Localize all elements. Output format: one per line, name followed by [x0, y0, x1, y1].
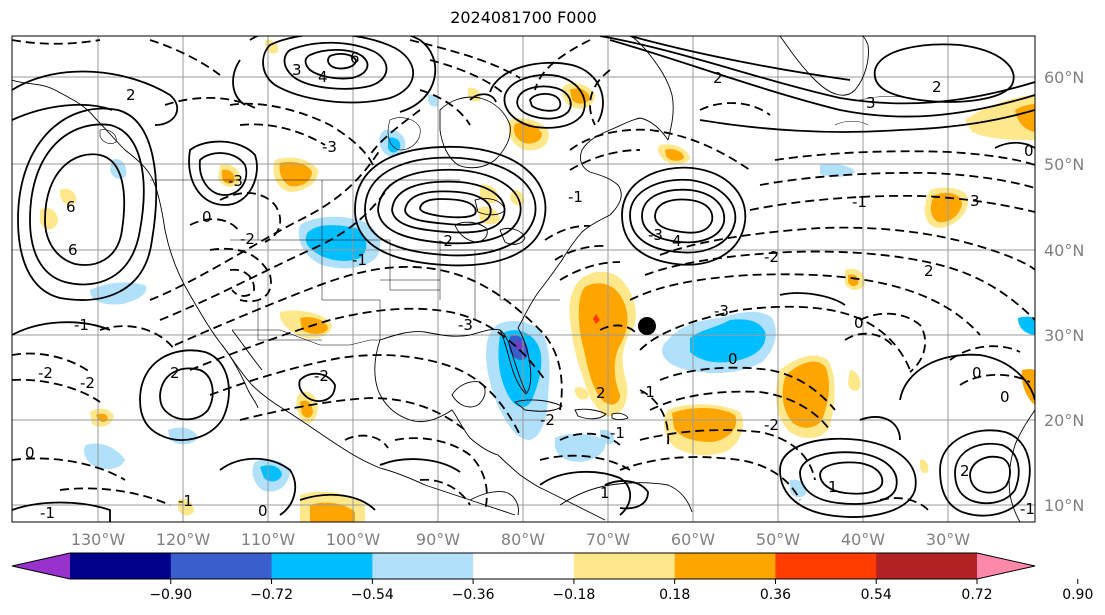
colorbar: −0.90 −0.72 −0.54 −0.36 −0.18 0.18 0.36 0.54 0.7… [11, 552, 1093, 603]
lat-label: 50°N [1044, 155, 1084, 174]
contour-label: -2 [38, 364, 53, 382]
contour-label: 0 [972, 364, 982, 382]
lat-label: 30°N [1044, 326, 1084, 345]
contour-label: -3 [714, 302, 729, 320]
contour-label: 4 [672, 232, 682, 250]
colorbar-tick-label: 0.18 [659, 587, 690, 603]
map-title: 2024081700 F000 [450, 8, 597, 27]
contour-label: -1 [568, 188, 583, 206]
lat-label: 60°N [1044, 68, 1084, 87]
colorbar-segment [70, 553, 172, 579]
contour-label: -1 [852, 193, 867, 211]
contour-label: -1 [178, 492, 193, 510]
contour-label: -2 [314, 367, 329, 385]
contour-label: 0 [202, 208, 212, 226]
colorbar-segment [473, 553, 575, 579]
colorbar-tick-label: −0.54 [351, 587, 394, 603]
colorbar-extension-high [977, 553, 1035, 579]
contours [12, 36, 1035, 522]
contour-label: 3 [970, 192, 980, 210]
lon-label: 40°W [841, 530, 885, 549]
contour-label: 0 [258, 502, 268, 520]
contour-label: -3 [648, 226, 663, 244]
colorbar-tick-label: 0.36 [760, 587, 791, 603]
contour-label: 1 [600, 484, 610, 502]
colorbar-segment [372, 553, 474, 579]
contour-label: 0 [1000, 388, 1010, 406]
contour-label: -1 [40, 504, 55, 522]
coastlines [12, 36, 1035, 522]
contour-label: 2 [126, 86, 136, 104]
contour-label: -1 [640, 383, 655, 401]
colorbar-outline [11, 552, 1036, 580]
lat-label: 10°N [1044, 496, 1084, 515]
contour-label: -2 [80, 374, 95, 392]
colorbar-tick-label: 0.72 [961, 587, 992, 603]
contour-label: 6 [350, 49, 360, 67]
contour-label: 3 [292, 61, 302, 79]
longitude-labels: 130°W 120°W 110°W 100°W 90°W 80°W 70°W 6… [71, 530, 970, 549]
colorbar-segment [170, 553, 273, 579]
lon-label: 80°W [501, 530, 545, 549]
contour-label: -3 [228, 172, 243, 190]
contour-label: -2 [764, 248, 779, 266]
colorbar-segment [674, 553, 776, 579]
contour-label: -3 [322, 138, 337, 156]
contour-label: 0 [854, 314, 864, 332]
colorbar-segment [573, 553, 676, 579]
lon-label: 50°W [756, 530, 800, 549]
contour-label: -1 [1020, 500, 1035, 518]
lon-label: 60°W [671, 530, 715, 549]
storm-center-marker [638, 317, 656, 335]
lon-label: 90°W [416, 530, 460, 549]
contour-label: 2 [932, 78, 942, 96]
lat-label: 20°N [1044, 411, 1084, 430]
colorbar-tick-label: 0.90 [1062, 587, 1093, 603]
dashed-contours [12, 39, 1035, 513]
contour-label: 0 [1024, 142, 1034, 160]
contour-label: -2 [240, 230, 255, 248]
contour-label: 2 [924, 262, 934, 280]
lon-label: 30°W [926, 530, 970, 549]
contour-label: 3 [866, 94, 876, 112]
colorbar-tick-label: −0.18 [552, 587, 595, 603]
contour-label: -3 [458, 316, 473, 334]
colorbar-segment [775, 553, 877, 579]
colorbar-tick-label: −0.36 [452, 587, 495, 603]
lon-label: 110°W [241, 530, 296, 549]
lat-label: 40°N [1044, 241, 1084, 260]
colorbar-segment [271, 553, 373, 579]
lon-label: 70°W [586, 530, 630, 549]
contour-label: 1 [828, 478, 838, 496]
contour-label: -1 [74, 316, 89, 334]
colorbar-segment [876, 553, 978, 579]
colorbar-tick-label: −0.72 [250, 587, 293, 603]
contour-label: 2 [713, 69, 723, 87]
contour-label: 2 [960, 462, 970, 480]
contour-label: 0 [25, 444, 35, 462]
contour-label: 6 [68, 241, 78, 259]
latitude-labels: 60°N 50°N 40°N 30°N 20°N 10°N [1044, 68, 1084, 515]
contour-label: -1 [352, 251, 367, 269]
contour-label: 2 [596, 384, 606, 402]
colorbar-extension-low [12, 553, 70, 579]
contour-label: -1 [610, 424, 625, 442]
lon-label: 130°W [71, 530, 126, 549]
contour-label: 6 [66, 198, 76, 216]
map-frame [11, 35, 1036, 523]
lon-label: 100°W [326, 530, 381, 549]
contour-label: -2 [540, 411, 555, 429]
colorbar-tick-label: 0.54 [861, 587, 892, 603]
contour-label: 0 [728, 350, 738, 368]
contour-label: -2 [764, 416, 779, 434]
contour-label: 2 [170, 364, 180, 382]
contour-label: -2 [438, 232, 453, 250]
lon-label: 120°W [156, 530, 211, 549]
colorbar-tick-label: −0.90 [149, 587, 192, 603]
contour-labels: 6 4 3 2 2 3 0 -3 6 6 -3 -2 -2 0 4 -3 -2 … [25, 49, 1035, 522]
contour-label: 4 [318, 68, 328, 86]
